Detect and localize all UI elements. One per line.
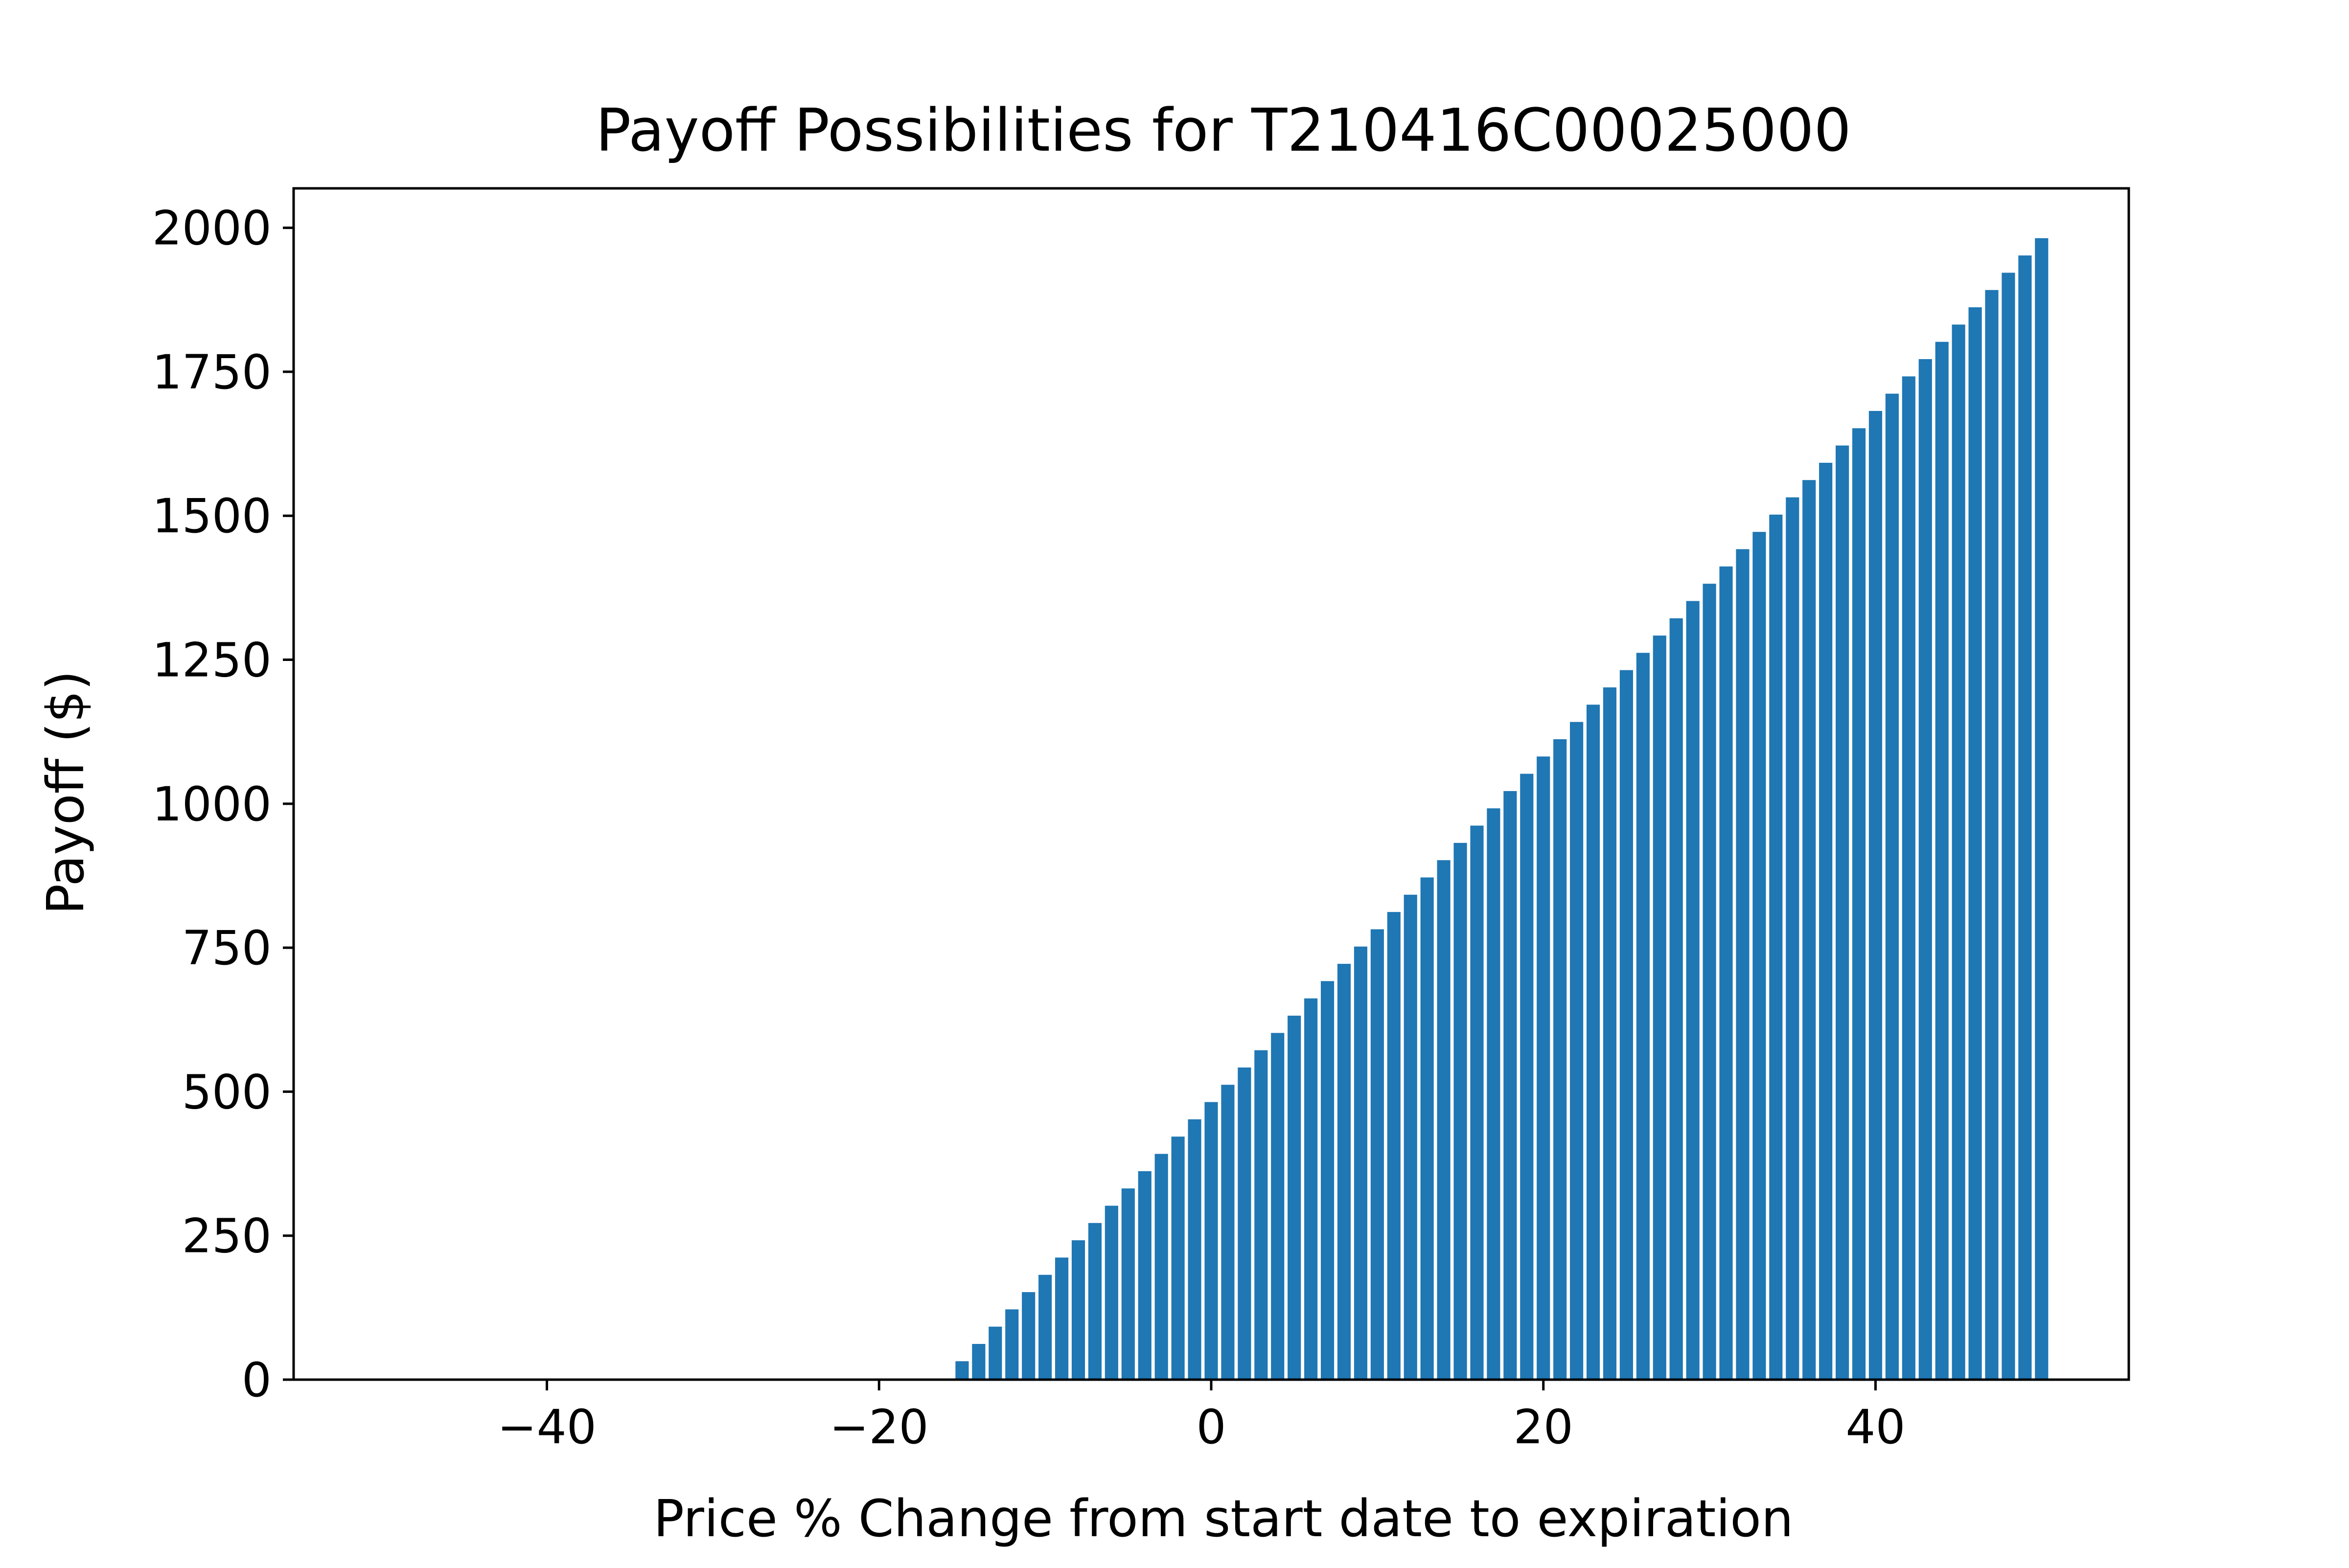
bar (972, 1344, 986, 1380)
bar (1138, 1171, 1151, 1380)
bar (1537, 756, 1550, 1380)
y-tick-label: 1000 (152, 777, 272, 832)
bar (1055, 1257, 1069, 1380)
bar (1769, 514, 1783, 1380)
x-tick-label: 20 (1514, 1400, 1573, 1454)
x-tick-label: 40 (1845, 1400, 1905, 1454)
bar (1918, 359, 1932, 1380)
bar (1088, 1223, 1102, 1380)
bar (1071, 1240, 1085, 1380)
bar (1852, 428, 1866, 1380)
bar (1204, 1102, 1218, 1380)
bar (1254, 1050, 1268, 1380)
x-tick-label: −20 (829, 1400, 929, 1454)
bar (1038, 1274, 1052, 1380)
bar (1636, 653, 1650, 1380)
bar (1819, 462, 1833, 1380)
bar (1686, 601, 1700, 1380)
bar (1902, 376, 1915, 1380)
bar (1288, 1016, 1301, 1380)
bar (1885, 393, 1899, 1380)
bar (1719, 566, 1733, 1380)
bar (1736, 549, 1750, 1380)
bar (1320, 981, 1335, 1380)
y-tick-label: 1250 (152, 633, 272, 688)
bar (1802, 480, 1816, 1380)
x-tick-label: 0 (1196, 1400, 1226, 1454)
bar (1935, 341, 1949, 1380)
y-tick-label: 1750 (152, 345, 272, 400)
y-axis-label: Payoff ($) (36, 671, 95, 915)
bar (1354, 946, 1368, 1380)
bar (1154, 1154, 1168, 1380)
bar (1304, 998, 1318, 1380)
bar (1022, 1292, 1036, 1380)
bar (1387, 912, 1401, 1380)
bar (1570, 722, 1584, 1380)
bar (989, 1326, 1002, 1380)
bar (1669, 618, 1683, 1380)
bar (1520, 773, 1534, 1380)
bar (2018, 255, 2032, 1380)
bar (1337, 964, 1351, 1380)
bar (1586, 704, 1600, 1380)
bar (2035, 238, 2049, 1380)
bar (1105, 1205, 1118, 1380)
bar (1487, 808, 1500, 1380)
chart-title: Payoff Possibilities for T210416C0002500… (596, 97, 1851, 165)
x-tick-label: −40 (497, 1400, 597, 1454)
bar (1420, 877, 1434, 1380)
bar (1121, 1188, 1135, 1380)
bar (1005, 1309, 1019, 1380)
bar (1553, 739, 1567, 1380)
bar (1370, 929, 1384, 1380)
bar (1868, 410, 1883, 1380)
bar (1470, 825, 1484, 1380)
axes-layer: −40 −20 0 20 40 0 250 500 750 1000 1250 1500 1750 200… (152, 187, 2130, 1454)
bar (1653, 636, 1666, 1380)
bar (1703, 584, 1716, 1380)
bar (1836, 445, 1849, 1380)
bar (1404, 894, 1417, 1380)
bar (1437, 860, 1451, 1380)
y-tick-label: 1500 (152, 489, 272, 544)
y-tick-label: 500 (182, 1065, 272, 1119)
bar (1171, 1136, 1185, 1380)
bar (1453, 842, 1467, 1380)
bar (955, 1361, 969, 1380)
bar (1786, 497, 1799, 1380)
bar (1503, 791, 1517, 1380)
bar (1968, 307, 1982, 1380)
y-tick-label: 2000 (152, 201, 272, 256)
x-axis-label: Price % Change from start date to expira… (653, 1489, 1794, 1548)
bar (1603, 687, 1617, 1380)
bar (1271, 1033, 1285, 1380)
bar (1985, 290, 1999, 1380)
bar (2002, 273, 2015, 1380)
bar (1221, 1085, 1235, 1380)
y-tick-label: 250 (182, 1209, 272, 1264)
y-tick-label: 750 (182, 921, 272, 976)
bar (1619, 670, 1633, 1380)
bar (1952, 324, 1965, 1380)
bar (1238, 1067, 1251, 1380)
bar (1752, 532, 1766, 1380)
bars-layer (955, 238, 2049, 1380)
y-tick-label: 0 (242, 1353, 272, 1408)
bar (1188, 1119, 1201, 1380)
